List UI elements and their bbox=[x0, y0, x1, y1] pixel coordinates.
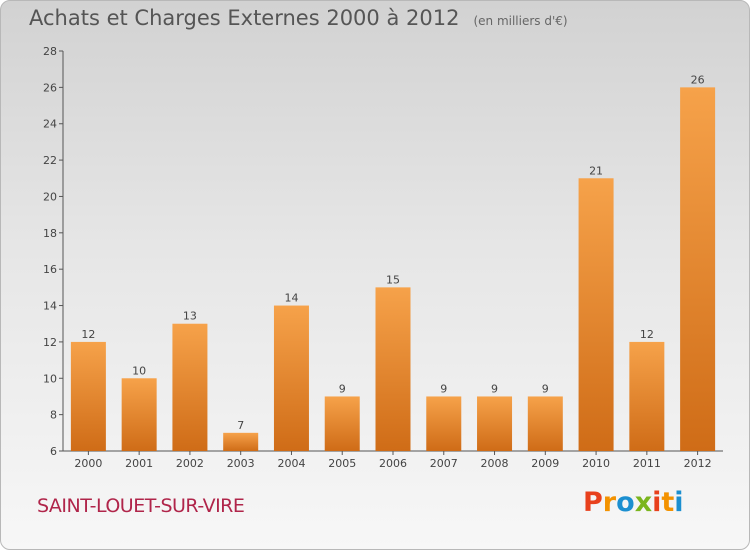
bar-value-label: 15 bbox=[386, 273, 400, 286]
bar-value-label: 14 bbox=[284, 292, 298, 305]
x-tick-label: 2012 bbox=[684, 457, 712, 470]
bar-value-label: 12 bbox=[81, 328, 95, 341]
bar bbox=[680, 87, 716, 451]
bar-value-label: 26 bbox=[691, 73, 705, 86]
x-tick-label: 2002 bbox=[176, 457, 204, 470]
bar bbox=[375, 287, 411, 451]
chart-bars bbox=[70, 87, 716, 452]
y-tick-label: 8 bbox=[50, 409, 57, 422]
chart-subtitle: (en milliers d'€) bbox=[473, 14, 568, 28]
y-tick-label: 12 bbox=[43, 336, 57, 349]
bar-value-label: 9 bbox=[542, 382, 549, 395]
y-tick-label: 14 bbox=[43, 300, 57, 313]
chart-labels: 2000 12 2001 10 2002 13 2003 7 2004 14 2005 9 2006 15… bbox=[74, 73, 711, 470]
x-tick-label: 2003 bbox=[227, 457, 255, 470]
bar bbox=[477, 396, 513, 451]
bar-value-label: 12 bbox=[640, 328, 654, 341]
bar bbox=[121, 378, 157, 451]
chart-title: Achats et Charges Externes 2000 à 2012 (e… bbox=[29, 6, 568, 30]
bar bbox=[527, 396, 563, 451]
bar bbox=[426, 396, 462, 451]
y-tick-label: 26 bbox=[43, 81, 57, 94]
bar-value-label: 21 bbox=[589, 164, 603, 177]
chart-title-text: Achats et Charges Externes 2000 à 2012 bbox=[29, 6, 460, 30]
x-tick-label: 2000 bbox=[74, 457, 102, 470]
y-tick-label: 16 bbox=[43, 263, 57, 276]
logo-letter: r bbox=[602, 487, 617, 518]
x-tick-label: 2006 bbox=[379, 457, 407, 470]
logo-letter: t bbox=[661, 487, 675, 518]
x-tick-label: 2009 bbox=[531, 457, 559, 470]
x-tick-label: 2008 bbox=[481, 457, 509, 470]
bar-value-label: 13 bbox=[183, 310, 197, 323]
logo-letter: P bbox=[583, 487, 603, 518]
proxiti-logo: Proxiti bbox=[583, 487, 684, 518]
bar-value-label: 9 bbox=[491, 382, 498, 395]
y-tick-label: 6 bbox=[50, 445, 57, 458]
logo-letter: i bbox=[674, 487, 684, 518]
y-tick-label: 18 bbox=[43, 227, 57, 240]
bar-value-label: 9 bbox=[440, 382, 447, 395]
bar-value-label: 9 bbox=[339, 382, 346, 395]
x-tick-label: 2004 bbox=[277, 457, 305, 470]
bar bbox=[172, 323, 208, 451]
bar-value-label: 10 bbox=[132, 364, 146, 377]
y-tick-label: 28 bbox=[43, 45, 57, 58]
bar bbox=[273, 305, 309, 451]
x-tick-label: 2007 bbox=[430, 457, 458, 470]
bar-value-label: 7 bbox=[237, 419, 244, 432]
y-tick-label: 10 bbox=[43, 372, 57, 385]
bar bbox=[223, 432, 259, 451]
y-tick-label: 24 bbox=[43, 118, 57, 131]
bar bbox=[70, 341, 106, 451]
y-tick-label: 20 bbox=[43, 190, 57, 203]
x-tick-label: 2005 bbox=[328, 457, 356, 470]
bar bbox=[629, 341, 665, 451]
y-tick-label: 22 bbox=[43, 154, 57, 167]
logo-letter: x bbox=[634, 487, 653, 518]
x-tick-label: 2001 bbox=[125, 457, 153, 470]
bar bbox=[578, 178, 614, 452]
logo-letter: i bbox=[652, 487, 662, 518]
x-tick-label: 2010 bbox=[582, 457, 610, 470]
commune-name: SAINT-LOUET-SUR-VIRE bbox=[37, 495, 245, 517]
bar bbox=[324, 396, 360, 451]
logo-letter: o bbox=[616, 487, 635, 518]
x-tick-label: 2011 bbox=[633, 457, 661, 470]
